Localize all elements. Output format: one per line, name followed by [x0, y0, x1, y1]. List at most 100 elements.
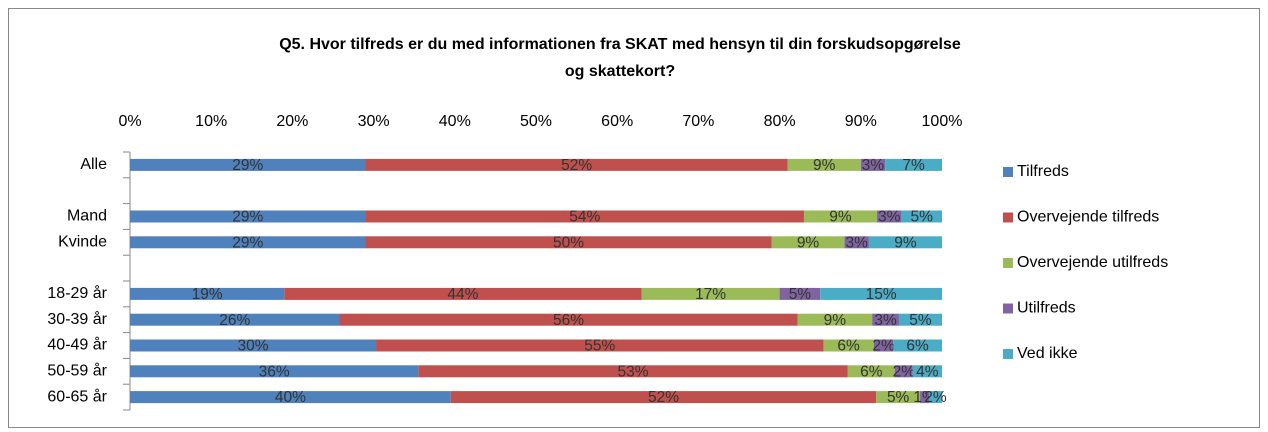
bar-segment [877, 210, 902, 223]
data-label: 5% [887, 389, 910, 406]
bar-segment [771, 236, 845, 249]
bar-segment [641, 287, 780, 300]
data-label: 29% [232, 234, 263, 251]
data-label: 9% [894, 234, 917, 251]
bar-segment [130, 287, 285, 300]
x-tick-label: 80% [764, 113, 796, 130]
bar-segment [844, 236, 869, 249]
y-tick-label: 18-29 år [47, 284, 107, 302]
bar-segment [284, 287, 642, 300]
data-label: 56% [553, 312, 584, 329]
bar-segment [779, 287, 821, 300]
x-tick-label: 40% [439, 113, 471, 130]
x-tick-label: 70% [682, 113, 714, 130]
data-label: 52% [648, 389, 679, 406]
data-label: 15% [866, 286, 897, 303]
bar-segment [893, 339, 942, 352]
bar-segment [820, 287, 942, 300]
bar-segment [130, 339, 377, 352]
y-tick-label: Kvinde [58, 234, 107, 251]
data-label: 55% [584, 338, 615, 355]
data-label: 2% [893, 363, 916, 380]
bar-segment [130, 391, 451, 404]
y-tick-label: 60-65 år [47, 387, 107, 405]
bar-segment [365, 158, 788, 171]
legend-swatch [1003, 258, 1013, 268]
data-label: 36% [259, 363, 290, 380]
data-label: 40% [275, 389, 306, 406]
bar-segment [787, 158, 861, 171]
data-label: 2% [924, 389, 947, 406]
bar-segment [365, 210, 804, 223]
bar-segment [130, 158, 366, 171]
data-label: 3% [862, 157, 885, 174]
legend-label: Overvejende tilfreds [1017, 209, 1159, 226]
legend-swatch [1003, 303, 1013, 314]
bar-segment [130, 236, 366, 249]
y-tick-label: 30-39 år [47, 310, 107, 328]
bar-segment [130, 365, 419, 378]
chart-title: Q5. Hvor tilfreds er du med informatione… [279, 36, 961, 80]
data-label: 53% [618, 363, 649, 380]
data-label: 29% [232, 157, 263, 174]
data-label: 6% [837, 338, 860, 355]
data-label: 9% [829, 209, 852, 226]
data-label: 4% [916, 363, 939, 380]
bar-segment [376, 339, 824, 352]
x-tick-label: 50% [520, 113, 552, 130]
bar-segment [130, 210, 366, 223]
bar-segment [847, 365, 895, 378]
legend-swatch [1003, 167, 1013, 177]
bar-segment [418, 365, 848, 378]
x-tick-label: 90% [845, 113, 877, 130]
bar-segment [898, 313, 942, 326]
data-label: 17% [695, 286, 726, 303]
legend-label: Overvejende utilfreds [1017, 254, 1168, 271]
x-tick-label: 20% [276, 113, 308, 130]
data-label: 6% [860, 363, 883, 380]
data-label: 50% [553, 234, 584, 251]
legend-swatch [1003, 212, 1013, 223]
data-label: 19% [192, 286, 223, 303]
data-label: 2% [872, 338, 895, 355]
y-tick-label: Alle [80, 156, 107, 173]
data-label: 29% [232, 209, 263, 226]
y-tick-label: 40-49 år [47, 336, 107, 354]
data-label: 9% [824, 312, 847, 329]
data-label: 3% [874, 312, 897, 329]
data-label: 3% [878, 209, 901, 226]
data-label: 26% [219, 312, 250, 329]
data-label: 52% [561, 157, 592, 174]
data-label: 6% [906, 338, 929, 355]
data-label: 44% [447, 286, 478, 303]
data-label: 30% [238, 338, 269, 355]
x-tick-label: 0% [118, 113, 141, 130]
x-tick-label: 10% [195, 113, 227, 130]
data-label: 5% [909, 312, 932, 329]
y-tick-label: Mand [67, 208, 107, 225]
x-tick-label: 100% [922, 113, 963, 130]
bar-segment [803, 210, 878, 223]
data-label: 5% [910, 209, 933, 226]
bar-segment [868, 236, 942, 249]
bar-segment [339, 313, 798, 326]
data-label: 7% [902, 157, 925, 174]
data-label: 5% [789, 286, 812, 303]
x-tick-label: 30% [358, 113, 390, 130]
bar-segment [860, 158, 886, 171]
bar-segment [929, 391, 942, 404]
legend-label: Tilfreds [1017, 163, 1069, 180]
legend-swatch [1003, 349, 1013, 359]
bar-segment [912, 365, 942, 378]
y-tick-label: 50-59 år [47, 362, 107, 380]
bar-segment [876, 391, 921, 404]
data-label: 3% [846, 234, 869, 251]
bar-segment [365, 236, 772, 249]
bar-segment [873, 339, 894, 352]
data-label: 9% [813, 157, 836, 174]
legend-label: Utilfreds [1017, 300, 1076, 317]
bar-segment [901, 210, 942, 223]
bar-segment [920, 391, 930, 404]
bar-segment [450, 391, 877, 404]
